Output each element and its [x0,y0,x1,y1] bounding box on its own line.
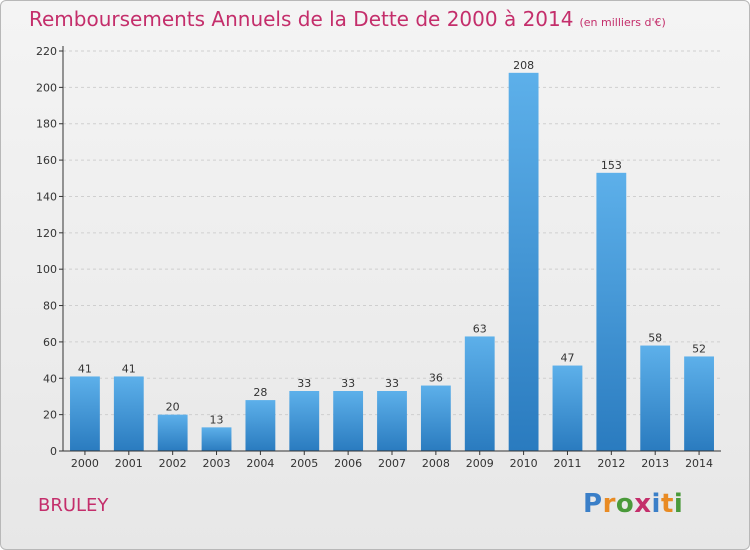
x-tick-label: 2010 [510,457,538,470]
logo-letter: x [634,489,652,519]
x-tick-label: 2008 [422,457,450,470]
logo-letter: r [602,489,616,519]
y-tick-label: 40 [43,372,57,385]
chart-title: Remboursements Annuels de la Dette de 20… [29,7,574,31]
chart-title-block: Remboursements Annuels de la Dette de 20… [29,7,666,31]
x-tick-label: 2007 [378,457,406,470]
y-tick-label: 120 [36,227,57,240]
data-label: 58 [648,332,662,345]
y-tick-label: 180 [36,118,57,131]
y-tick-label: 160 [36,154,57,167]
data-label: 208 [513,59,534,72]
bar [420,385,451,451]
y-tick-label: 140 [36,190,57,203]
x-tick-label: 2006 [334,457,362,470]
data-label: 13 [210,413,224,426]
commune-name: BRULEY [38,495,109,516]
logo-letter: P [583,489,603,519]
x-tick-label: 2002 [159,457,187,470]
bar [245,400,276,451]
x-tick-label: 2009 [466,457,494,470]
data-label: 33 [341,377,355,390]
bar [113,376,144,451]
logo-letter: i [673,489,684,519]
logo-letter: o [615,489,635,519]
y-tick-label: 60 [43,336,57,349]
x-tick-label: 2011 [553,457,581,470]
bar [333,391,364,451]
data-label: 20 [166,401,180,414]
y-tick-label: 0 [50,445,57,458]
bar [596,172,627,451]
y-tick-label: 100 [36,263,57,276]
logo-letter: i [651,489,661,519]
y-tick-label: 200 [36,81,57,94]
x-tick-label: 2014 [685,457,713,470]
x-tick-label: 2005 [290,457,318,470]
bar [70,376,100,451]
bar [640,345,671,451]
x-tick-label: 2001 [115,457,143,470]
bar [377,391,407,451]
data-label: 41 [78,362,92,375]
data-label: 28 [253,386,267,399]
y-tick-label: 80 [43,300,57,313]
bar [552,365,583,451]
x-tick-label: 2000 [71,457,99,470]
x-tick-label: 2013 [641,457,669,470]
bar [157,414,188,451]
bar [201,427,232,451]
x-tick-label: 2003 [203,457,231,470]
logo-letter: t [660,489,674,519]
data-label: 63 [473,322,487,335]
proxiti-logo: Proxiti [583,489,683,519]
bar [508,72,539,452]
bar [464,336,495,451]
data-label: 36 [429,372,443,385]
data-label: 153 [601,159,622,172]
bar [684,356,714,451]
x-tick-label: 2004 [246,457,274,470]
bar [289,391,320,451]
data-label: 47 [560,352,574,365]
data-label: 33 [297,377,311,390]
data-label: 52 [692,342,706,355]
y-tick-label: 220 [36,45,57,58]
data-label: 41 [122,362,136,375]
chart-unit: (en milliers d'€) [579,16,666,29]
y-tick-label: 20 [43,409,57,422]
x-tick-label: 2012 [597,457,625,470]
data-label: 33 [385,377,399,390]
